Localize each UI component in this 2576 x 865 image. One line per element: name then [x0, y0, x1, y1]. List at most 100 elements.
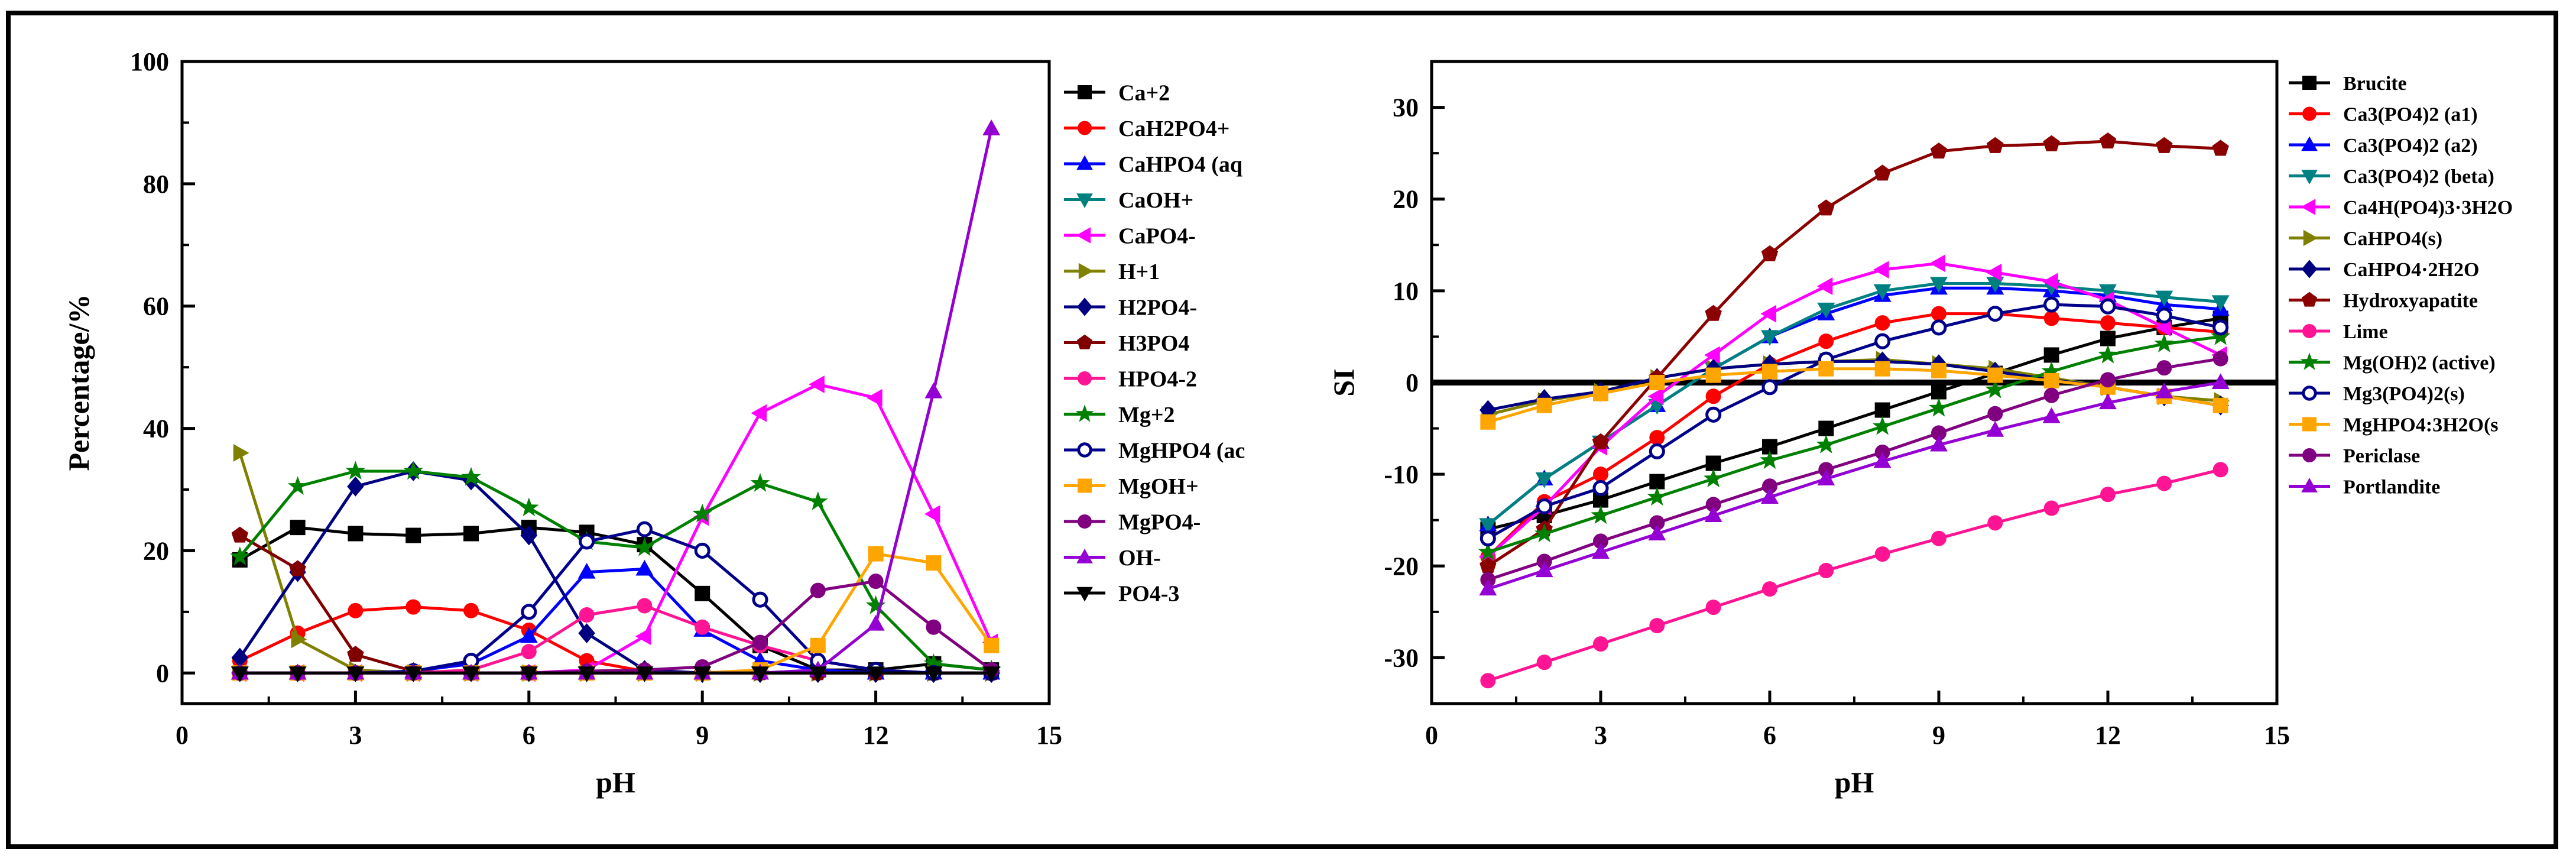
data-point	[867, 388, 883, 407]
legend-marker	[1076, 334, 1093, 349]
data-point	[289, 560, 306, 576]
data-point	[520, 525, 538, 546]
series-capo4	[231, 375, 998, 682]
data-point	[1985, 263, 2002, 281]
x-tick-label: 3	[1594, 721, 1607, 750]
legend-item: OH-	[1064, 546, 1161, 571]
data-point	[2154, 333, 2175, 353]
data-point	[809, 666, 827, 682]
legend-item: Brucite	[2289, 73, 2407, 95]
legend-marker	[1076, 549, 1093, 563]
data-point	[1931, 530, 1946, 546]
data-point	[1536, 397, 1552, 413]
data-point	[578, 666, 596, 682]
data-point	[2156, 137, 2173, 153]
data-point	[1480, 557, 1497, 574]
y-axis-title: Percentage/%	[62, 294, 95, 471]
data-point	[1761, 379, 1778, 396]
data-point	[1703, 468, 1724, 488]
data-point	[1761, 488, 1779, 504]
speciation-chart: 0 3 6 9 12 15020406080100pHPercentage/%Ca+2Ca…	[62, 47, 1245, 799]
x-tick-label: 0	[1425, 721, 1438, 750]
series-line	[1487, 140, 2221, 568]
data-point	[2099, 284, 2117, 300]
data-point	[926, 619, 942, 635]
data-point	[637, 598, 653, 614]
x-axis: 0 3 6 9 12 15	[1425, 691, 2290, 750]
x-tick-label: 15	[1036, 721, 1062, 750]
data-point	[230, 546, 250, 565]
data-point	[810, 637, 826, 653]
x-tick-label: 0	[176, 721, 189, 750]
series-line	[1487, 367, 2221, 424]
data-point	[865, 595, 886, 614]
data-point	[752, 591, 768, 608]
data-point	[2211, 373, 2230, 390]
data-point	[346, 666, 365, 682]
data-point	[1649, 515, 1665, 531]
legend-label: CaH2PO4+	[1118, 116, 1229, 141]
legend-marker	[1076, 297, 1093, 316]
data-point	[867, 614, 885, 631]
legend: Ca+2 CaH2PO4+ CaHPO4 (aq CaOH+ CaPO4- H+1 H2PO…	[1064, 80, 1245, 606]
series-line	[1487, 281, 2221, 526]
y-axis-title: SI	[1327, 368, 1360, 396]
legend-item: CaHPO4·2H2O	[2289, 259, 2479, 281]
data-point	[1931, 306, 1946, 322]
data-point	[2212, 351, 2228, 367]
series-line	[1487, 312, 2221, 558]
data-point	[579, 533, 595, 550]
data-point	[2043, 310, 2059, 326]
data-point	[1479, 518, 1497, 534]
y-tick-label: 20	[143, 536, 169, 565]
data-point	[809, 375, 825, 394]
series-line	[1487, 468, 2221, 682]
plot-area	[180, 60, 1051, 705]
legend-item: Ca3(PO4)2 (a1)	[2289, 103, 2478, 125]
data-point	[521, 644, 537, 660]
legend-marker	[2301, 260, 2318, 278]
data-point	[1816, 277, 1833, 296]
series-line	[238, 469, 992, 675]
data-point	[1930, 142, 1948, 159]
legend-item: CaH2PO4+	[1064, 116, 1229, 141]
data-point	[695, 619, 710, 635]
data-point	[2100, 487, 2116, 503]
data-point	[291, 630, 307, 649]
legend-label: MgPO4-	[1118, 510, 1201, 534]
data-point	[924, 666, 943, 682]
data-point	[405, 527, 421, 543]
legend-label: Ca+2	[1118, 80, 1170, 105]
legend-label: Ca3(PO4)2 (a2)	[2343, 135, 2478, 157]
legend-label: H+1	[1118, 260, 1160, 284]
legend-marker	[1077, 442, 1092, 458]
data-point	[1479, 579, 1497, 596]
data-point	[634, 537, 655, 556]
data-point	[347, 476, 364, 497]
data-point	[1478, 542, 1498, 561]
data-point	[1705, 497, 1721, 513]
legend-item: Ca+2	[1064, 80, 1170, 105]
y-tick-label: 20	[1393, 185, 1419, 214]
legend-item: Periclase	[2289, 445, 2420, 467]
data-point	[1873, 261, 1889, 279]
legend-label: MgHPO4 (ac	[1118, 438, 1245, 463]
series-h2po4	[231, 461, 1000, 683]
x-tick-label: 12	[863, 721, 889, 750]
data-point	[1593, 466, 1608, 482]
x-tick-label: 3	[349, 721, 362, 750]
series-line	[239, 526, 992, 672]
data-point	[1929, 254, 1946, 273]
data-point	[2100, 315, 2116, 331]
data-point	[1705, 406, 1722, 423]
series-hydroxyapatite	[1480, 132, 2229, 574]
data-point	[1818, 361, 1834, 377]
legend-marker	[2302, 76, 2317, 90]
legend-item: CaHPO4 (aq	[1064, 152, 1242, 177]
data-point	[1649, 375, 1665, 390]
y-tick-label: 80	[143, 170, 169, 199]
legend-marker	[2300, 352, 2319, 370]
series-line	[1487, 357, 2221, 581]
data-point	[1874, 546, 1890, 562]
legend-marker	[2302, 324, 2317, 338]
